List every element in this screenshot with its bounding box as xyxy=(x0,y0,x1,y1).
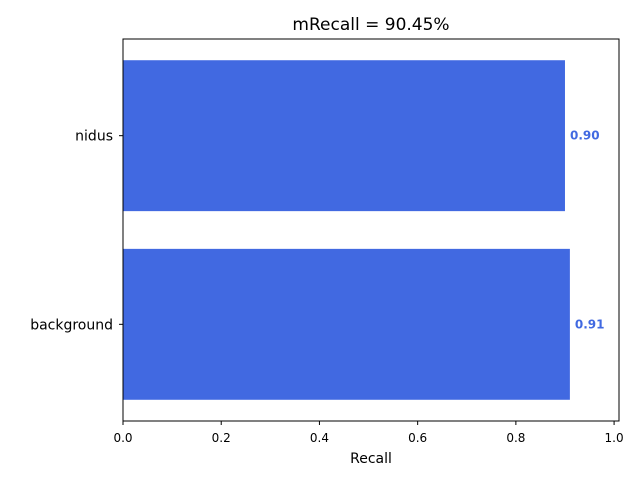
x-tick-label: 0.8 xyxy=(506,431,525,445)
plot-frame xyxy=(122,38,620,422)
x-axis-label: Recall xyxy=(350,451,392,467)
x-axis-ticks: 0.0 0.2 0.4 0.6 0.8 1.0 xyxy=(113,421,624,445)
data-labels-layer: 0.90 0.91 xyxy=(570,129,605,332)
bars-layer xyxy=(123,60,570,400)
y-tick-label-nidus: nidus xyxy=(75,129,113,145)
bar-background xyxy=(123,248,570,400)
y-tick-label-background: background xyxy=(30,317,113,333)
x-tick-label: 1.0 xyxy=(605,431,624,445)
data-label-nidus: 0.90 xyxy=(570,129,600,143)
x-tick-label: 0.6 xyxy=(408,431,427,445)
x-tick-label: 0.0 xyxy=(113,431,132,445)
y-axis-ticks: nidus background xyxy=(30,129,123,333)
chart-title: mRecall = 90.45% xyxy=(292,15,449,35)
data-label-background: 0.91 xyxy=(575,317,605,331)
bar-nidus xyxy=(123,60,565,212)
x-tick-label: 0.2 xyxy=(212,431,231,445)
x-tick-label: 0.4 xyxy=(310,431,329,445)
